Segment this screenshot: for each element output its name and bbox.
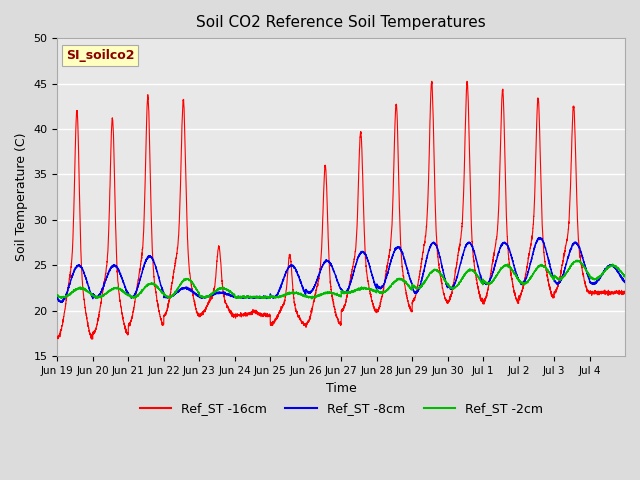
Legend: Ref_ST -16cm, Ref_ST -8cm, Ref_ST -2cm: Ref_ST -16cm, Ref_ST -8cm, Ref_ST -2cm: [134, 397, 548, 420]
Y-axis label: Soil Temperature (C): Soil Temperature (C): [15, 133, 28, 262]
Text: SI_soilco2: SI_soilco2: [66, 49, 134, 62]
X-axis label: Time: Time: [326, 382, 356, 395]
Title: Soil CO2 Reference Soil Temperatures: Soil CO2 Reference Soil Temperatures: [196, 15, 486, 30]
